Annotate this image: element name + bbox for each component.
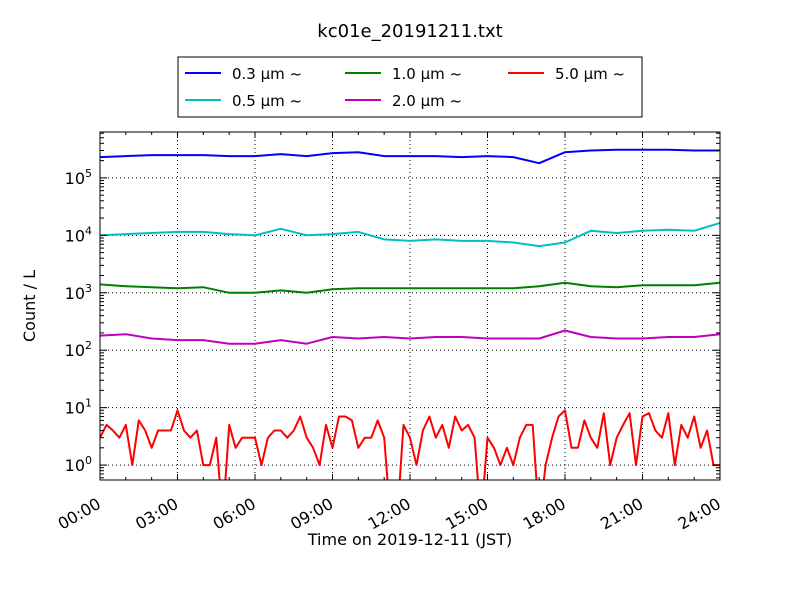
y-tick-label: 104 — [65, 224, 92, 245]
y-axis-label: Count / L — [20, 270, 39, 342]
grid — [100, 132, 720, 480]
y-tick-base: 10 — [65, 341, 85, 360]
y-tick-base: 10 — [65, 169, 85, 188]
legend-label-3: 2.0 μm ~ — [392, 92, 462, 110]
y-tick-label: 105 — [65, 167, 92, 188]
y-tick-exponent: 4 — [85, 224, 92, 237]
x-tick-label: 09:00 — [287, 494, 336, 534]
x-tick-label: 24:00 — [675, 494, 724, 534]
y-tick-exponent: 0 — [85, 454, 92, 467]
y-tick-label: 101 — [65, 397, 92, 418]
series-lines — [100, 148, 720, 480]
y-tick-base: 10 — [65, 284, 85, 303]
x-tick-label: 03:00 — [132, 494, 181, 534]
legend-label-4: 5.0 μm ~ — [555, 65, 625, 83]
legend-box — [177, 56, 643, 118]
x-tick-label: 12:00 — [365, 494, 414, 534]
y-tick-base: 10 — [65, 399, 85, 418]
y-tick-label: 103 — [65, 282, 92, 303]
series-line-4 — [100, 409, 720, 480]
y-tick-base: 10 — [65, 456, 85, 475]
series-line-0 — [100, 148, 720, 165]
x-tick-label: 15:00 — [442, 494, 491, 534]
axis-ticks: 00:00 03:00 06:00 09:00 12:00 15:00 18:00 21:00… — [55, 132, 724, 534]
x-tick-label: 18:00 — [520, 494, 569, 534]
x-tick-label: 00:00 — [55, 494, 104, 534]
y-tick-exponent: 1 — [85, 397, 92, 410]
legend-label-2: 1.0 μm ~ — [392, 65, 462, 83]
y-tick-exponent: 5 — [85, 167, 92, 180]
legend-label-0: 0.3 μm ~ — [232, 65, 302, 83]
y-tick-label: 102 — [65, 339, 92, 360]
x-tick-label: 21:00 — [597, 494, 646, 534]
y-tick-label: 100 — [65, 454, 92, 475]
y-tick-exponent: 3 — [85, 282, 92, 295]
series-line-2 — [100, 281, 720, 294]
x-tick-label: 06:00 — [210, 494, 259, 534]
legend: 0.3 μm ~ 0.5 μm ~ 1.0 μm ~ 2.0 μm ~ 5.0 μm ~ — [177, 56, 643, 118]
y-tick-base: 10 — [65, 226, 85, 245]
legend-label-1: 0.5 μm ~ — [232, 92, 302, 110]
series-line-3 — [100, 329, 720, 345]
y-tick-exponent: 2 — [85, 339, 92, 352]
x-axis-label: Time on 2019-12-11 (JST) — [307, 530, 512, 549]
series-line-1 — [100, 221, 720, 248]
chart-title: kc01e_20191211.txt — [317, 21, 502, 42]
